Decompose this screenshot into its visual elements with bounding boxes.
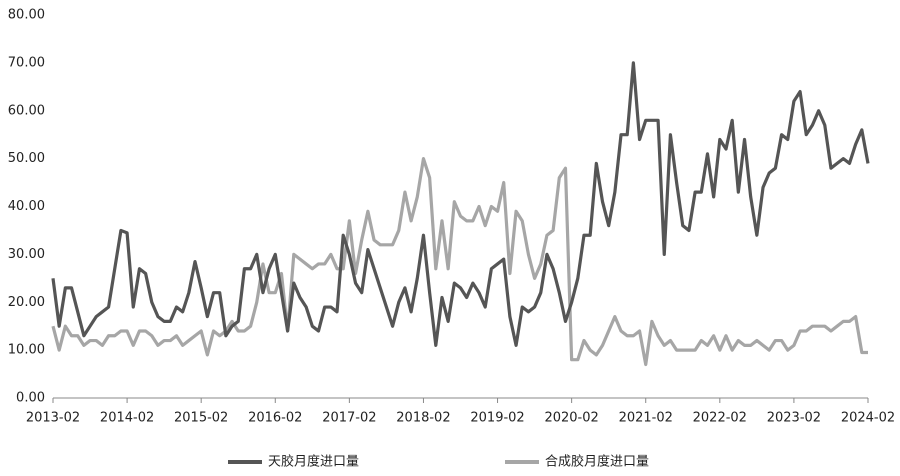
x-tick-label: 2022-02 [693,411,747,426]
x-tick-label: 2013-02 [26,411,80,426]
y-tick-label: 70.00 [8,55,45,70]
legend-label: 合成胶月度进口量 [545,454,649,470]
x-tick-label: 2023-02 [767,411,821,426]
legend-label: 天胶月度进口量 [268,454,359,470]
x-tick-label: 2014-02 [100,411,154,426]
y-tick-label: 20.00 [8,295,45,310]
y-tick-label: 80.00 [8,8,45,23]
x-tick-label: 2020-02 [544,411,598,426]
y-tick-label: 0.00 [16,391,45,406]
x-tick-label: 2019-02 [470,411,524,426]
x-tick-label: 2016-02 [248,411,302,426]
x-tick-label: 2017-02 [322,411,376,426]
x-tick-label: 2018-02 [396,411,450,426]
y-tick-label: 60.00 [8,103,45,118]
y-tick-label: 50.00 [8,151,45,166]
series-line [51,61,870,347]
y-tick-label: 40.00 [8,199,45,214]
x-tick-label: 2021-02 [619,411,673,426]
x-tick-label: 2024-02 [841,411,895,426]
y-tick-label: 30.00 [8,247,45,262]
series-line [51,157,868,367]
x-tick-label: 2015-02 [174,411,228,426]
y-tick-label: 10.00 [8,343,45,358]
